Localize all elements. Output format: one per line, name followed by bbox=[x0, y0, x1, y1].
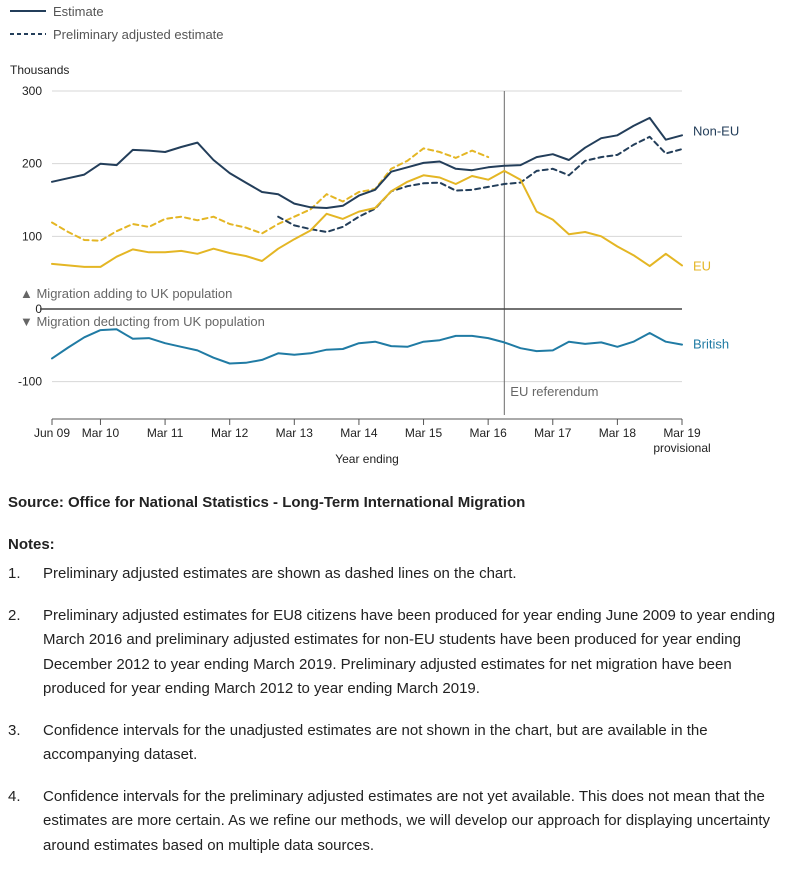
series-label-eu: EU bbox=[693, 258, 711, 273]
annotations: EU referendum bbox=[503, 91, 598, 415]
migration-line-chart: Estimate Preliminary adjusted estimate T… bbox=[10, 4, 739, 466]
x-tick-label: Mar 13 bbox=[276, 426, 314, 440]
series-group: EU British Non-EU bbox=[51, 116, 739, 365]
note-text: Confidence intervals for the unadjusted … bbox=[43, 721, 708, 764]
y-tick-label: 200 bbox=[22, 157, 42, 171]
axes: 300 200 100 0 -100 Jun 09 Mar 10 Mar 11 Mar 12 Ma… bbox=[18, 84, 711, 455]
adding-label: ▲ Migration adding to UK population bbox=[20, 286, 232, 301]
series-line-eu bbox=[51, 169, 683, 268]
y-tick-label: 300 bbox=[22, 84, 42, 98]
referendum-label: EU referendum bbox=[510, 384, 598, 399]
notes-title: Notes: bbox=[8, 536, 55, 553]
x-tick-label: Mar 15 bbox=[405, 426, 443, 440]
gridlines bbox=[52, 90, 682, 383]
x-tick-label: Mar 17 bbox=[534, 426, 572, 440]
note-text: Preliminary adjusted estimates for EU8 c… bbox=[43, 606, 776, 698]
x-axis-label: Year ending bbox=[335, 452, 399, 466]
legend: Estimate Preliminary adjusted estimate bbox=[10, 4, 224, 42]
note-number: 4. bbox=[8, 787, 21, 805]
legend-estimate-label: Estimate bbox=[53, 4, 104, 19]
y-axis-label: Thousands bbox=[10, 63, 69, 77]
series-label-non_eu: Non-EU bbox=[693, 123, 739, 138]
notes-list: 1. Preliminary adjusted estimates are sho… bbox=[8, 562, 798, 875]
legend-preliminary-label: Preliminary adjusted estimate bbox=[53, 27, 224, 42]
x-tick-label: Mar 12 bbox=[211, 426, 249, 440]
note-text: Preliminary adjusted estimates are shown… bbox=[43, 565, 517, 582]
series-line-eu-preliminary bbox=[51, 147, 490, 242]
note-number: 1. bbox=[8, 565, 21, 582]
note-text: Confidence intervals for the preliminary… bbox=[43, 787, 771, 854]
x-tick-label: Mar 10 bbox=[82, 426, 120, 440]
note-number: 3. bbox=[8, 721, 21, 739]
x-tick-label: Jun 09 bbox=[34, 426, 70, 440]
series-line-non_eu-preliminary bbox=[277, 135, 683, 233]
x-tick-label: Mar 11 bbox=[147, 426, 184, 440]
x-tick-sublabel: provisional bbox=[653, 441, 710, 455]
series-line-british bbox=[51, 328, 683, 365]
note-item: 2. Preliminary adjusted estimates for EU8… bbox=[8, 604, 798, 702]
note-item: 3. Confidence intervals for the unadjuste… bbox=[8, 719, 798, 768]
series-line-non_eu bbox=[51, 116, 683, 209]
x-tick-label: Mar 16 bbox=[469, 426, 507, 440]
x-tick-label: Mar 19 bbox=[663, 426, 701, 440]
y-tick-label: -100 bbox=[18, 375, 42, 389]
source-text: Source: Office for National Statistics -… bbox=[8, 494, 526, 511]
y-tick-label: 0 bbox=[35, 302, 42, 316]
note-item: 1. Preliminary adjusted estimates are sho… bbox=[8, 562, 798, 587]
y-tick-label: 100 bbox=[22, 229, 42, 243]
deducting-label: ▼ Migration deducting from UK population bbox=[20, 314, 265, 329]
series-label-british: British bbox=[693, 337, 729, 352]
note-item: 4. Confidence intervals for the prelimina… bbox=[8, 785, 798, 859]
note-number: 2. bbox=[8, 606, 21, 624]
x-tick-label: Mar 18 bbox=[599, 426, 637, 440]
x-tick-label: Mar 14 bbox=[340, 426, 378, 440]
direction-labels: ▲ Migration adding to UK population ▼ Mig… bbox=[20, 286, 265, 329]
